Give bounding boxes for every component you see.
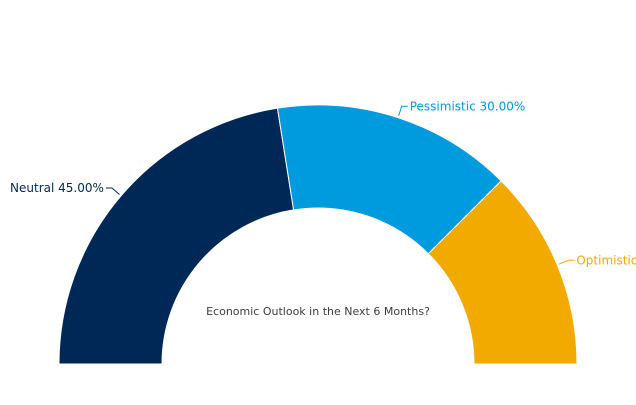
segment-labels: Neutral 45.00% Pessimistic 30.00% Optimist… [10, 99, 636, 267]
segment-label-optimistic: Optimistic 25.00% [576, 253, 636, 267]
segment-label-pessimistic: Pessimistic 30.00% [410, 99, 526, 113]
leader-line-neutral [105, 187, 120, 195]
segment-neutral[interactable] [58, 107, 295, 365]
segment-optimistic[interactable] [427, 180, 578, 365]
segment-label-neutral: Neutral 45.00% [10, 181, 104, 195]
leader-line-pessimistic [398, 105, 408, 116]
leader-line-optimistic [558, 259, 575, 265]
chart-title: Economic Outlook in the Next 6 Months? [206, 305, 430, 318]
segments [58, 104, 578, 365]
